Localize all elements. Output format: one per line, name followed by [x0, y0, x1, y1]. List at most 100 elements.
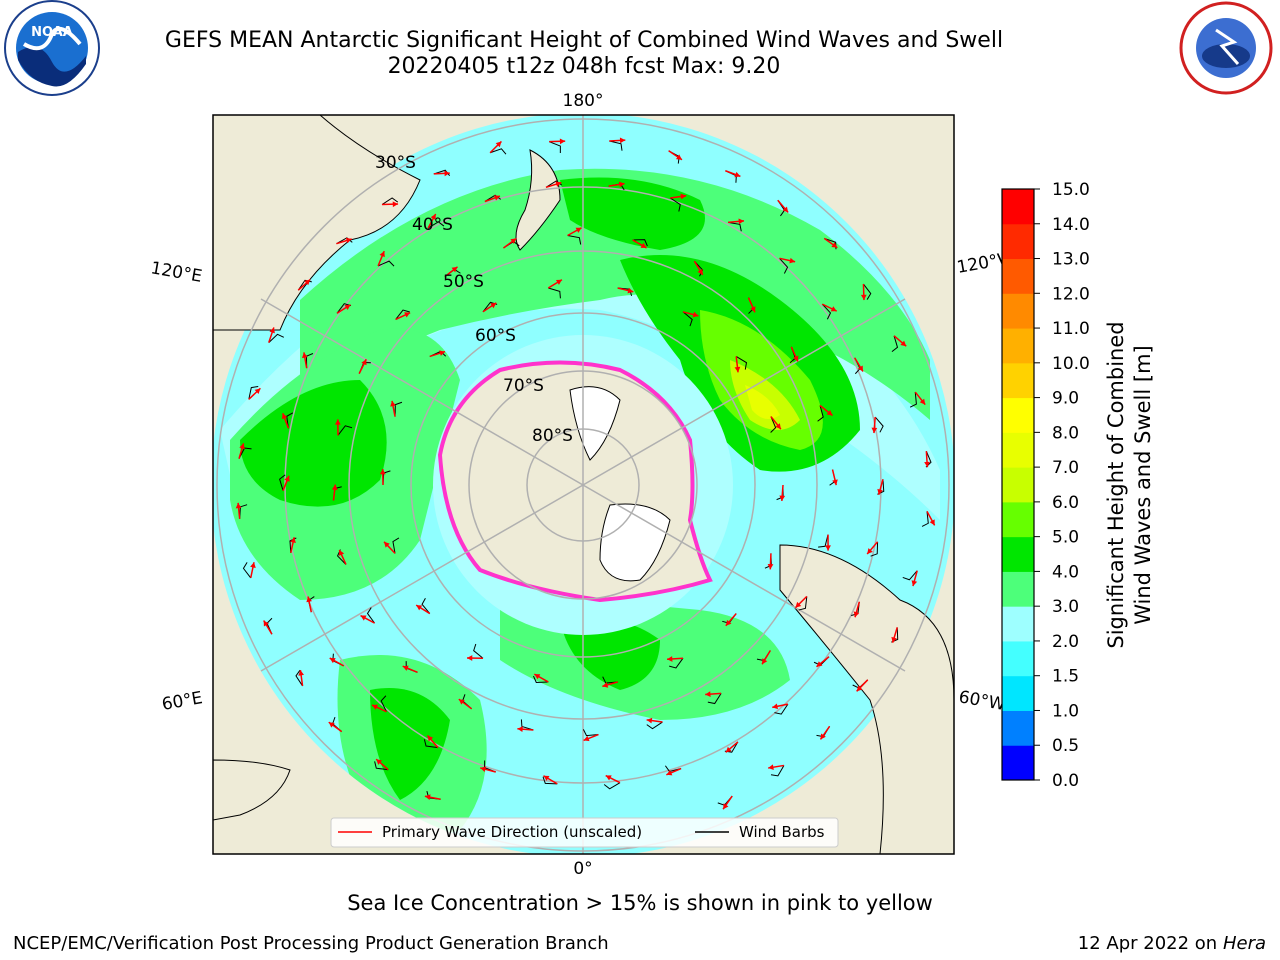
wind-barb — [279, 474, 286, 491]
wave-arrow-head — [820, 733, 826, 740]
wind-barb — [421, 597, 431, 614]
wave-arrow-head — [517, 726, 523, 733]
wind-barb — [582, 729, 599, 737]
wave-arrow-head — [738, 218, 744, 225]
wind-barb — [694, 260, 704, 277]
wind-barb — [394, 401, 403, 417]
wave-arrow-head — [919, 398, 926, 405]
colorbar-segment — [1002, 501, 1034, 538]
wind-barb — [602, 676, 618, 684]
wave-arrow-head — [856, 685, 863, 692]
wave-arrow-head — [877, 488, 883, 495]
wind-barb — [874, 416, 884, 433]
wave-arrow-head — [480, 766, 487, 773]
wave-arrow-head — [239, 443, 245, 450]
wind-barb — [473, 643, 484, 659]
sea-ice-note: Sea Ice Concentration > 15% is shown in … — [347, 891, 933, 915]
wind-barb — [567, 234, 582, 245]
colorbar-tick-label: 10.0 — [1052, 354, 1090, 374]
wind-barb — [909, 392, 917, 408]
lon-label-180: 180° — [563, 91, 604, 111]
colorbar-tick-label: 13.0 — [1052, 250, 1090, 270]
colorbar-tick-label: 0.0 — [1052, 771, 1079, 791]
wave-arrow-head — [390, 400, 396, 407]
wave-arrow-head — [583, 735, 590, 742]
wind-barb — [549, 141, 561, 154]
wave-arrow-head — [789, 257, 796, 264]
wave-arrow-head — [640, 242, 647, 248]
wave-arrow-head — [832, 479, 838, 486]
wind-barb — [484, 194, 502, 202]
wind-barb — [682, 311, 693, 327]
wave-arrow-head — [371, 704, 378, 710]
wave-arrow-head — [831, 242, 838, 248]
wind-barb — [268, 333, 285, 343]
map-border — [212, 114, 955, 855]
wave-arrow-head — [376, 759, 383, 765]
wind-barb — [427, 221, 445, 229]
wind-barb — [337, 425, 353, 436]
wave-arrow-head — [430, 213, 436, 220]
wind-barb — [669, 657, 684, 669]
wave-arrow-head — [667, 656, 673, 662]
africa-land — [213, 759, 291, 821]
wave-arrow-head — [793, 355, 799, 362]
wind-barb — [870, 541, 879, 557]
colorbar-segment — [1002, 432, 1034, 468]
wave-arrow-head — [860, 294, 867, 301]
wave-arrow-head — [269, 327, 275, 334]
wind-barb — [603, 782, 621, 790]
wave-arrow-head — [602, 682, 609, 688]
noaa-logo-text: NOAA — [31, 25, 73, 40]
wave-arrow-head — [424, 794, 431, 801]
wave-arrow-head — [911, 580, 918, 587]
wave-arrow-head — [723, 803, 729, 810]
wave-arrow-head — [555, 181, 562, 187]
colorbar-tick-label: 9.0 — [1052, 389, 1079, 409]
wind-barb — [489, 148, 507, 155]
wind-barb — [380, 695, 387, 712]
wave-arrow-head — [235, 502, 242, 509]
lat-label-80s: 80°S — [532, 426, 573, 446]
wind-barb — [818, 534, 829, 548]
colorbar-segment — [1002, 710, 1034, 746]
wind-barb — [366, 607, 376, 624]
wave-arrow-head — [555, 279, 562, 285]
wave-direction-arrows-layer — [235, 137, 936, 810]
lat-label-30s: 30°S — [375, 153, 416, 173]
colorbar-tick-label: 14.0 — [1052, 215, 1090, 235]
wave-arrow-head — [379, 469, 386, 475]
wind-barb — [798, 596, 808, 611]
wind-barb — [423, 739, 438, 749]
wave-arrow-head — [605, 775, 612, 781]
colorbar-tick-label: 1.0 — [1052, 701, 1079, 721]
colorbar-segment — [1002, 189, 1034, 225]
colorbar-segment — [1002, 467, 1034, 503]
wind-barb — [286, 412, 294, 429]
wave-arrow-head — [301, 352, 308, 359]
wave-arrow-head — [331, 484, 338, 491]
wind-barb — [381, 197, 399, 205]
colorbar-tick-label: 3.0 — [1052, 597, 1079, 617]
wind-barb — [242, 562, 252, 579]
colorbar-tick-label: 5.0 — [1052, 528, 1079, 548]
wave-arrow-head — [543, 775, 550, 781]
wave-arrow-head — [853, 611, 860, 618]
wind-barb — [770, 416, 777, 433]
wave-arrow-head — [451, 266, 458, 273]
chart-subtitle: 20220405 t12z 048h fcst Max: 9.20 — [387, 54, 781, 79]
wave-arrow-head — [857, 365, 863, 372]
lat-label-70s: 70°S — [503, 376, 544, 396]
wave-arrow-head — [830, 306, 837, 312]
new-zealand-land — [515, 149, 561, 251]
legend-barb-label: Wind Barbs — [739, 823, 825, 841]
wave-arrow-head — [467, 655, 473, 661]
wave-arrow-head — [697, 268, 703, 275]
wave-arrow-head — [750, 306, 756, 313]
wave-arrow-head — [263, 620, 269, 627]
colorbar-label-line2: Wind Waves and Swell [m] — [1131, 345, 1155, 625]
wave-arrow-head — [306, 596, 312, 603]
wave-arrow-head — [891, 636, 897, 643]
wind-barb — [548, 287, 561, 299]
wind-barb — [707, 693, 722, 705]
